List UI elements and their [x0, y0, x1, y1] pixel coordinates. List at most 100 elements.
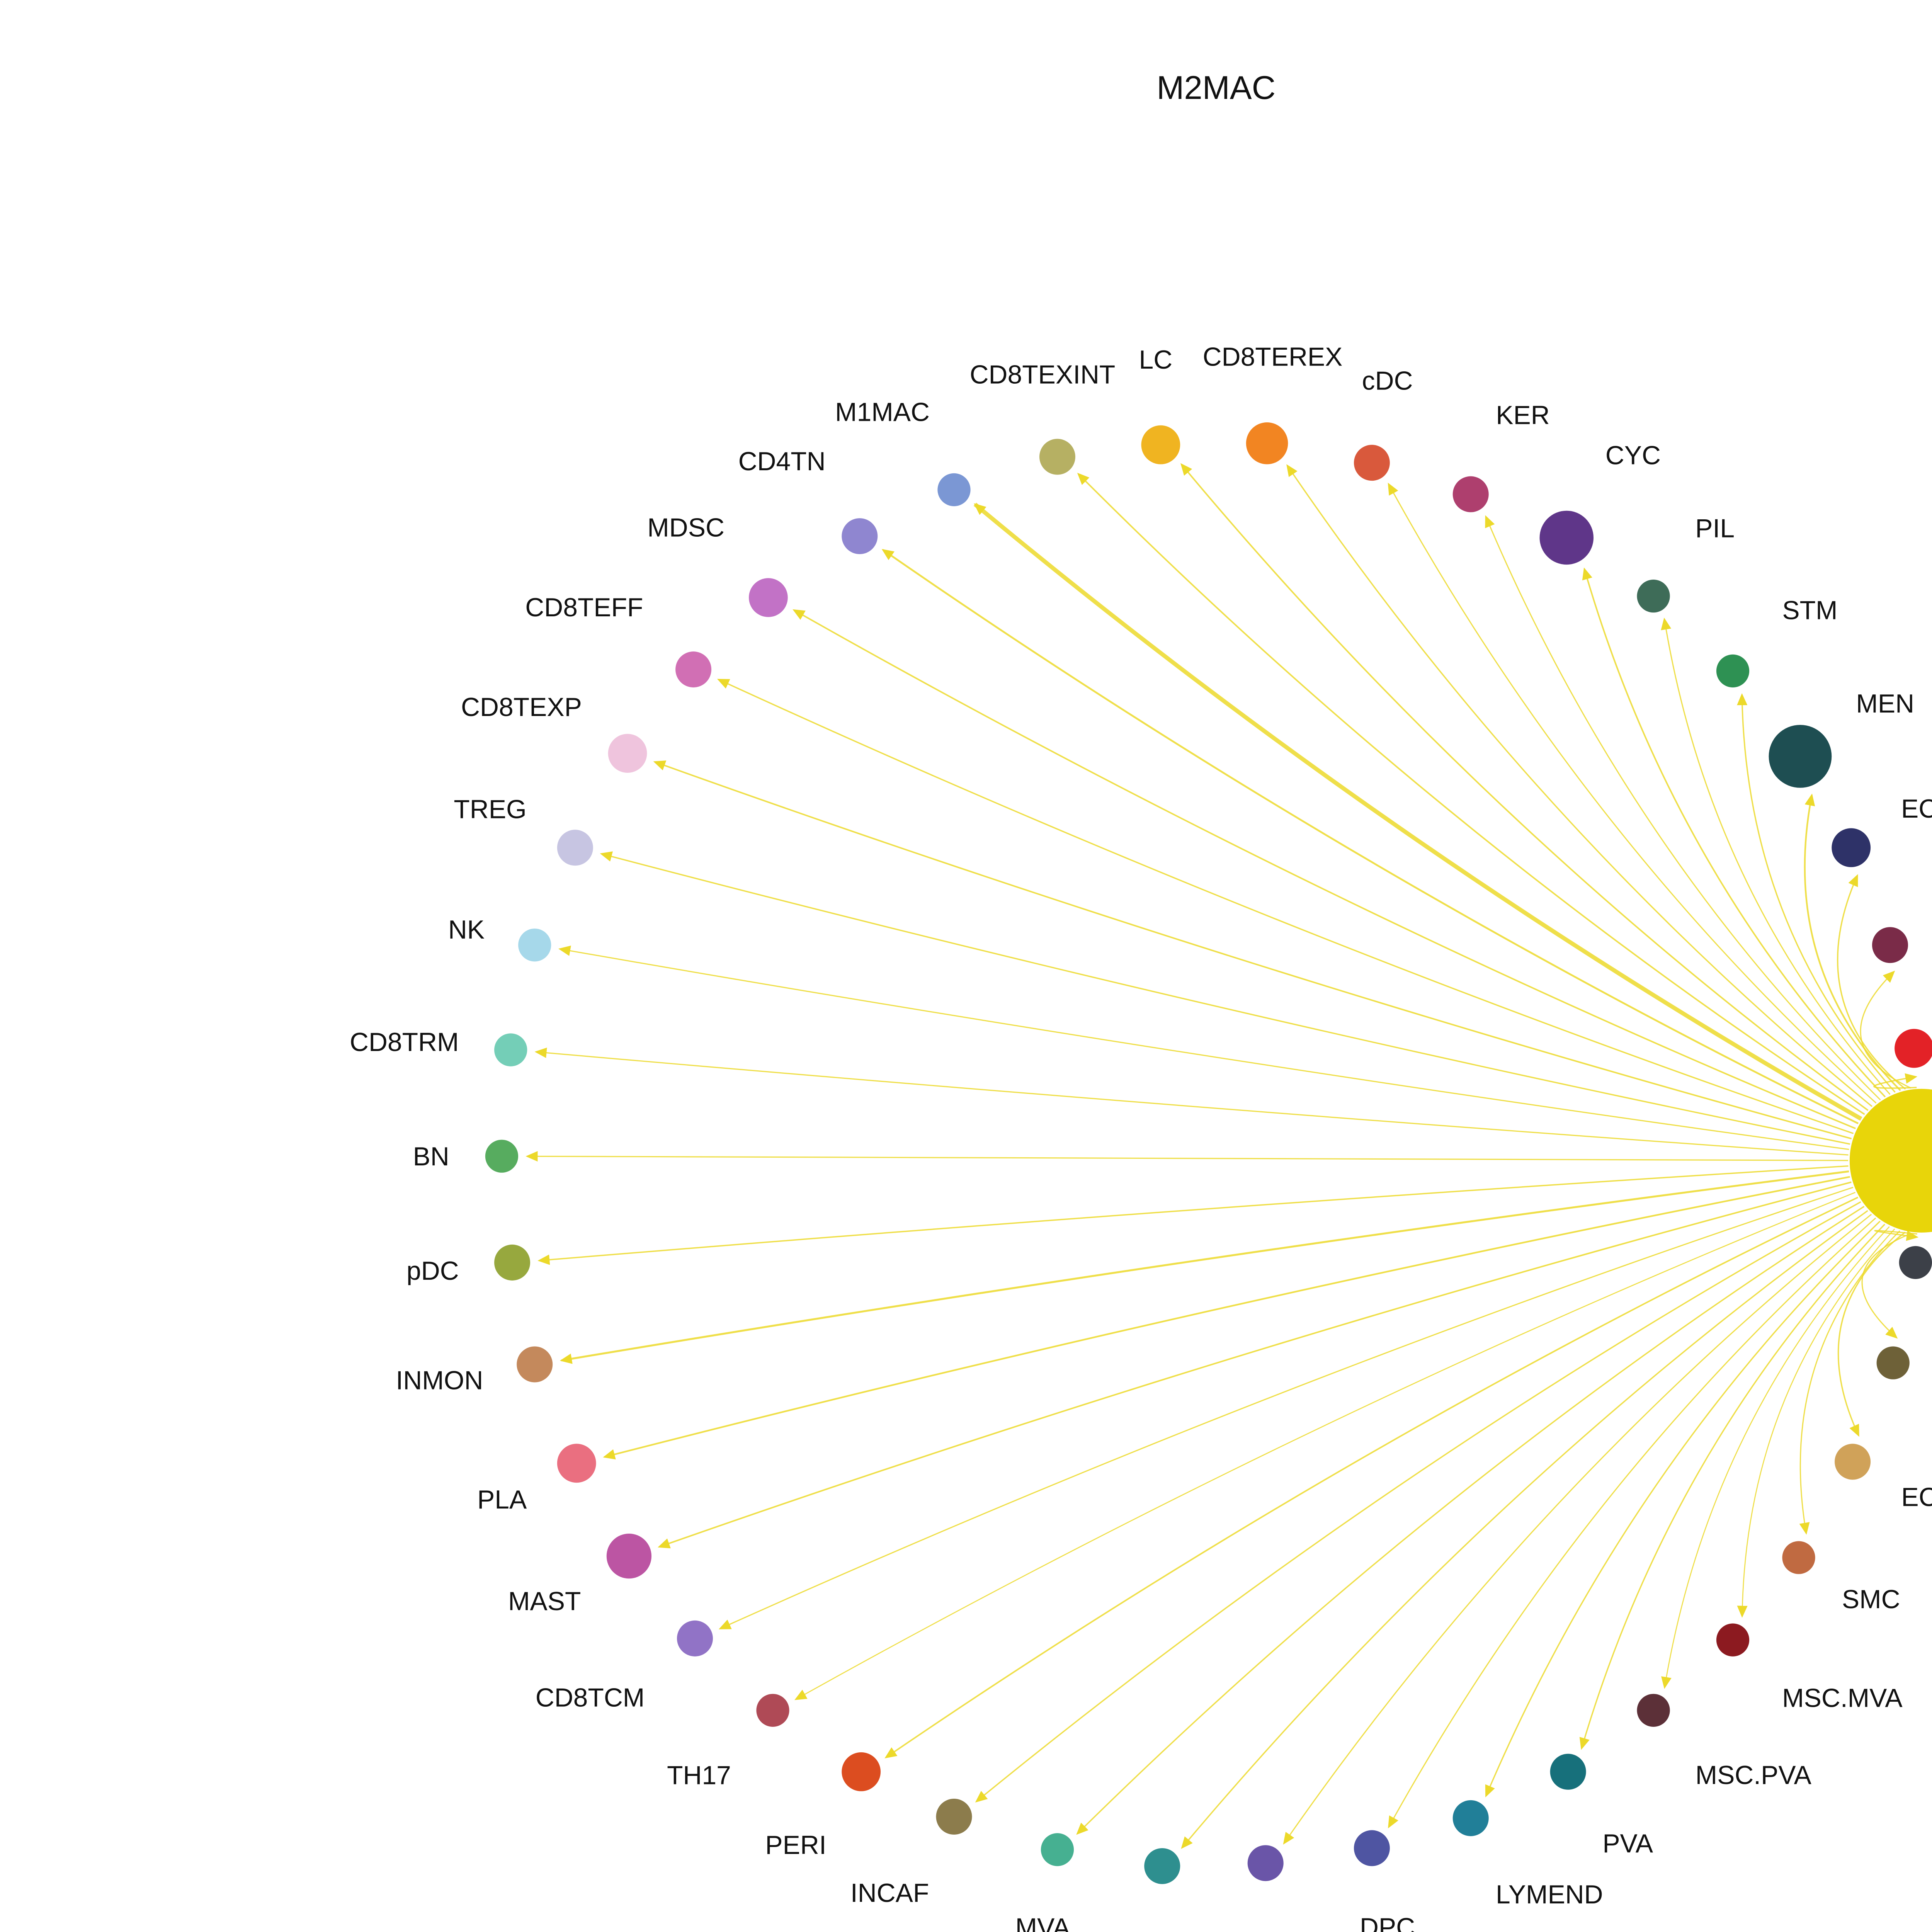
node-label-BN: BN [413, 1142, 449, 1171]
node-label-CD8TEXP: CD8TEXP [461, 693, 582, 722]
edge-M2MAC-to-LC [1180, 463, 1869, 1111]
node-CD8TEFF [675, 651, 712, 688]
node-ICAF [1144, 1848, 1180, 1884]
edge-M2MAC-to-PERI [884, 1196, 1859, 1759]
node-BAS [1872, 927, 1908, 963]
edge-M2MAC-to-CD8TEFF [717, 679, 1854, 1134]
edge-M2MAC-to-PLA [603, 1176, 1850, 1460]
node-label-INCAF: INCAF [850, 1879, 929, 1908]
node-label-CD4TN: CD4TN [738, 447, 826, 476]
node-PERI [842, 1752, 881, 1791]
node-MAST [606, 1533, 652, 1579]
edge-M2MAC-to-CD8TRM [534, 1048, 1849, 1156]
edge-M2MAC-to-MEN [1804, 793, 1901, 1091]
edge-M2MAC-to-ECM [1837, 1231, 1906, 1437]
node-label-cDC: cDC [1362, 366, 1413, 395]
edge-M2MAC-to-DIF [1873, 1073, 1918, 1089]
node-CD8TEXP [608, 734, 647, 773]
plot-title: M2MAC [1156, 70, 1276, 106]
node-ECM [1835, 1444, 1871, 1480]
node-MDSC [748, 578, 788, 617]
node-label-PERI: PERI [765, 1831, 826, 1860]
edge-M2MAC-to-CD8TEREX [1286, 464, 1872, 1107]
node-label-STM: STM [1782, 596, 1837, 625]
node-CD8TEXINT [1039, 439, 1075, 475]
edge-M2MAC-to-MSC.MVA [1737, 1228, 1895, 1618]
node-label-MAST: MAST [508, 1587, 581, 1616]
labels-layer: LCCD8TEREXcDCKERCYCPILSTMMENECCBASDIFM2M… [350, 342, 1932, 1932]
node-label-LC: LC [1139, 345, 1172, 374]
edge-M2MAC-to-TREG [600, 851, 1850, 1145]
node-M1MAC [937, 473, 971, 507]
node-ADIPO [1876, 1346, 1910, 1379]
edge-M2MAC-to-STM [1737, 693, 1896, 1093]
node-label-ECC: ECC [1901, 794, 1932, 823]
node-pDC [494, 1244, 531, 1281]
edge-M2MAC-to-M1MAC [973, 502, 1862, 1121]
edge-M2MAC-to-KER [1485, 515, 1881, 1100]
edge-M2MAC-to-MAST [658, 1181, 1852, 1549]
edge-M2MAC-to-CD4TN [881, 549, 1859, 1124]
node-SMC [1782, 1541, 1815, 1574]
edge-M2MAC-to-ICAF [1181, 1210, 1868, 1849]
edge-M2MAC-to-BAS [1860, 971, 1912, 1089]
node-label-TREG: TREG [454, 795, 526, 824]
node-PIL [1637, 580, 1670, 613]
node-CD8TEREX [1246, 422, 1288, 464]
node-label-ECM: ECM [1901, 1483, 1932, 1512]
node-label-LYMEND: LYMEND [1496, 1880, 1603, 1909]
edge-M2MAC-to-CYC [1582, 567, 1886, 1098]
node-label-MDSC: MDSC [647, 513, 724, 542]
edge-M2MAC-to-DPC [1388, 1218, 1876, 1828]
node-PVA [1550, 1753, 1586, 1790]
edges-layer [526, 463, 1919, 1849]
node-CD4TN [842, 518, 878, 554]
node-label-CD8TEREX: CD8TEREX [1203, 342, 1343, 371]
edge-M2MAC-to-MYOFIB [1283, 1214, 1872, 1845]
node-ECC [1832, 828, 1871, 867]
edge-M2MAC-to-BN [526, 1151, 1848, 1162]
node-CD8TRM [494, 1033, 527, 1066]
node-label-MSC.MVA: MSC.MVA [1782, 1684, 1903, 1713]
node-LYMEND [1452, 1800, 1489, 1836]
node-label-MEN: MEN [1856, 689, 1914, 718]
node-label-PLA: PLA [477, 1485, 527, 1514]
edge-M2MAC-to-INMON [560, 1170, 1849, 1364]
node-label-PVA: PVA [1602, 1829, 1653, 1858]
node-label-CD8TEFF: CD8TEFF [525, 593, 643, 622]
edge-M2MAC-to-TH17 [794, 1192, 1856, 1700]
node-CD8TCM [677, 1620, 713, 1656]
node-STM [1716, 654, 1750, 688]
node-MEN [1769, 724, 1832, 788]
node-NK [518, 929, 551, 962]
node-FIB [1899, 1246, 1932, 1279]
node-KER [1452, 476, 1489, 512]
edge-M2MAC-to-pDC [537, 1165, 1849, 1265]
edge-M2MAC-to-CD8TEXP [653, 760, 1852, 1139]
node-INMON [517, 1346, 553, 1383]
node-label-CD8TCM: CD8TCM [536, 1683, 645, 1712]
edge-M2MAC-to-CD8TEXINT [1077, 473, 1865, 1115]
node-MVA [1041, 1833, 1074, 1866]
node-label-M1MAC: M1MAC [835, 398, 930, 427]
edge-M2MAC-to-MVA [1076, 1206, 1865, 1835]
edge-M2MAC-to-PVA [1579, 1224, 1886, 1750]
node-cDC [1354, 445, 1390, 481]
node-PLA [557, 1444, 596, 1483]
node-label-DPC: DPC [1360, 1913, 1415, 1932]
edge-M2MAC-to-INCAF [975, 1201, 1861, 1803]
node-label-CD8TRM: CD8TRM [350, 1028, 459, 1057]
node-label-NK: NK [448, 915, 485, 944]
node-LC [1141, 425, 1180, 464]
node-TREG [557, 830, 593, 866]
node-MSC.MVA [1716, 1623, 1750, 1656]
edge-M2MAC-to-MSC.PVA [1661, 1226, 1890, 1689]
node-BN [485, 1139, 519, 1173]
node-MSC.PVA [1637, 1694, 1670, 1727]
node-label-CD8TEXINT: CD8TEXINT [970, 361, 1116, 389]
edge-M2MAC-to-MDSC [793, 609, 1856, 1129]
node-DPC [1354, 1830, 1390, 1866]
edge-M2MAC-to-NK [558, 946, 1849, 1150]
node-label-KER: KER [1496, 401, 1549, 430]
node-label-MSC.PVA: MSC.PVA [1696, 1761, 1812, 1790]
